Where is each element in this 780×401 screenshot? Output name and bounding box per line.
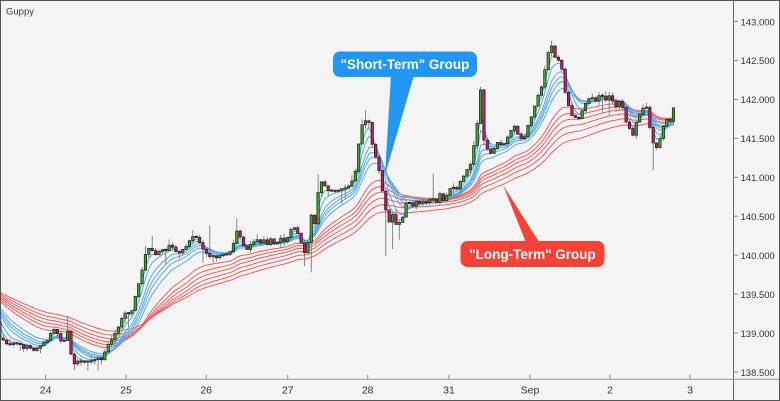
svg-text:Sep: Sep — [521, 384, 540, 396]
svg-text:142.500: 142.500 — [741, 56, 775, 67]
svg-text:141.500: 141.500 — [741, 134, 775, 145]
svg-text:138.500: 138.500 — [741, 368, 775, 379]
svg-text:Guppy: Guppy — [6, 6, 34, 17]
svg-text:"Short-Term" Group: "Short-Term" Group — [341, 57, 470, 72]
svg-text:140.500: 140.500 — [741, 212, 775, 223]
svg-text:27: 27 — [282, 384, 294, 396]
svg-text:3: 3 — [687, 384, 693, 396]
svg-text:"Long-Term" Group: "Long-Term" Group — [469, 247, 596, 262]
svg-text:143.000: 143.000 — [741, 17, 775, 28]
svg-text:2: 2 — [607, 384, 613, 396]
svg-text:142.000: 142.000 — [741, 95, 775, 106]
svg-text:141.000: 141.000 — [741, 173, 775, 184]
svg-text:139.000: 139.000 — [741, 329, 775, 340]
svg-text:24: 24 — [40, 384, 52, 396]
svg-text:140.000: 140.000 — [741, 251, 775, 262]
svg-text:25: 25 — [120, 384, 132, 396]
svg-text:26: 26 — [200, 384, 212, 396]
svg-text:31: 31 — [443, 384, 455, 396]
svg-text:28: 28 — [362, 384, 374, 396]
svg-text:139.500: 139.500 — [741, 290, 775, 301]
